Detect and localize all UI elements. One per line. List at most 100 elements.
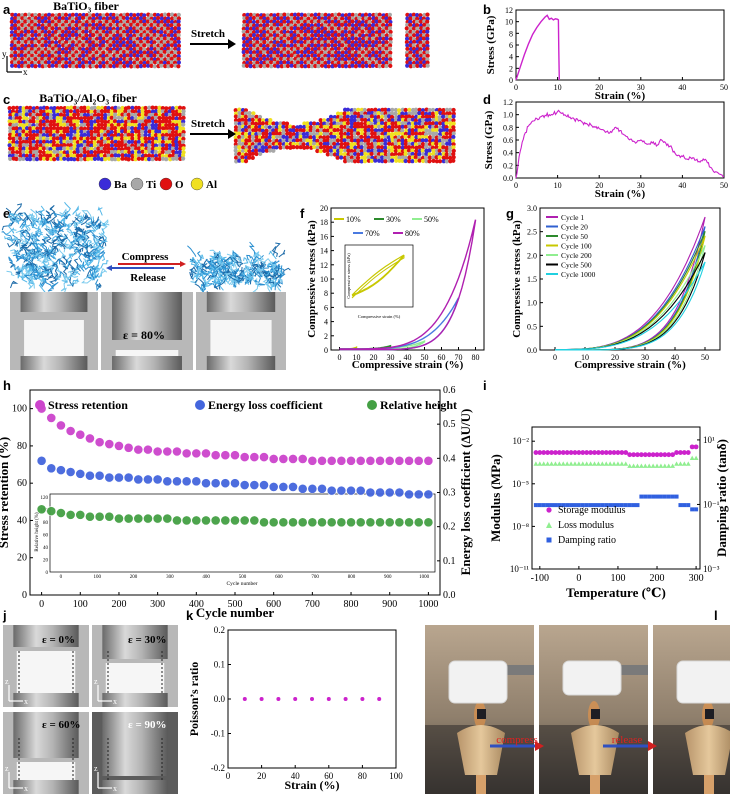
sponge-fiber <box>59 208 72 216</box>
x-tick-label: 50 <box>701 353 709 362</box>
sponge-fiber <box>60 237 67 247</box>
data-point <box>603 461 609 466</box>
y-tick-label: -0.1 <box>211 729 225 739</box>
sponge-fiber <box>23 274 33 282</box>
sponge-fiber <box>53 219 60 226</box>
sponge-fiber <box>227 260 240 269</box>
x-tick-label: -100 <box>531 573 549 584</box>
sponge-fiber <box>189 257 200 266</box>
x-tick-label: 0 <box>226 771 231 781</box>
sponge-fiber <box>75 211 81 220</box>
data-point <box>297 483 308 494</box>
data-point <box>690 507 695 512</box>
data-point <box>346 485 356 496</box>
sponge-fiber <box>43 265 53 274</box>
sponge-fiber <box>72 270 79 276</box>
data-point <box>553 461 558 466</box>
sponge-fiber <box>41 242 47 252</box>
sponge-fiber <box>40 277 47 288</box>
sponge-fiber <box>198 272 209 278</box>
data-point <box>336 455 347 466</box>
sponge-fiber <box>274 279 281 291</box>
data-point <box>557 503 562 508</box>
data-point <box>94 470 105 481</box>
x-tick-label: 10 <box>554 181 562 190</box>
data-point <box>355 517 366 528</box>
sponge-fiber <box>58 248 66 259</box>
data-point <box>172 476 182 487</box>
sponge-fiber <box>10 280 19 289</box>
data-point <box>85 470 95 481</box>
sponge-fiber <box>21 265 30 278</box>
y-axis-label: Compressive stress (kPa) <box>306 220 318 338</box>
data-point <box>310 697 314 701</box>
sponge-fiber <box>78 242 88 249</box>
chart-f: f0 10 20 30 40 50 60 70 8002468101214161820Compr… <box>300 204 485 371</box>
sponge-fiber <box>205 278 212 288</box>
data-point <box>580 461 586 466</box>
atom-legend-label: Ba <box>114 179 127 191</box>
data-point <box>56 465 66 476</box>
y-tick-label: 18 <box>320 218 328 227</box>
data-point <box>537 461 543 466</box>
sponge-fiber <box>91 248 98 256</box>
data-point <box>685 461 691 466</box>
data-point <box>678 461 683 466</box>
data-point <box>85 433 95 444</box>
sponge-fiber <box>270 282 277 291</box>
sponge-fiber <box>75 214 85 224</box>
data-point <box>394 487 405 498</box>
sponge-fiber <box>53 262 59 269</box>
sponge-fiber <box>75 236 80 243</box>
data-point <box>133 474 144 485</box>
sponge-fiber <box>8 256 13 264</box>
sponge-fiber <box>265 278 270 285</box>
x-axis-label: Strain (%) <box>595 188 646 200</box>
sponge-fiber <box>56 229 64 240</box>
data-point <box>650 463 656 468</box>
y-tick-label: 40 <box>17 515 27 526</box>
x-axis-label: Strain (%) <box>285 778 340 792</box>
data-point <box>651 494 656 499</box>
x-tick-label: 80 <box>358 771 368 781</box>
y2-axis-label: Energy loss coefficient (ΔU/U) <box>458 409 473 576</box>
x-tick-label: 900 <box>382 599 397 610</box>
sponge-fiber <box>233 281 237 288</box>
sponge-fiber <box>17 212 28 222</box>
panel-label-c: c <box>3 92 10 107</box>
sponge-fiber <box>41 221 48 227</box>
data-point <box>259 480 269 490</box>
data-point <box>104 511 115 522</box>
y-tick-label: 1.2 <box>503 98 513 107</box>
sponge-fiber <box>60 217 70 230</box>
sponge-fiber <box>187 245 197 257</box>
sponge-fiber <box>73 232 82 238</box>
x-tick-label: 20 <box>257 771 267 781</box>
data-point <box>152 513 163 524</box>
data-point <box>615 503 620 508</box>
data-point <box>568 461 574 466</box>
data-point <box>572 503 577 508</box>
x-tick-label: 30 <box>387 353 395 362</box>
panel-label-i: i <box>483 378 487 393</box>
data-point <box>404 455 414 466</box>
data-point <box>242 697 247 701</box>
sponge-fiber <box>81 210 93 220</box>
data-point <box>541 461 547 466</box>
x-axis-label: Compressive strain (%) <box>574 359 686 371</box>
atom-legend-marker <box>130 177 144 191</box>
sponge-fiber <box>12 265 27 269</box>
j-strain-60: ε = 60% <box>42 719 80 731</box>
data-point <box>346 517 356 528</box>
panel-label-h: h <box>3 378 11 393</box>
data-point <box>635 452 640 458</box>
data-point <box>576 450 582 455</box>
sponge-fiber <box>60 213 66 218</box>
sponge-fiber <box>32 247 43 260</box>
x-tick-label: 0 <box>576 573 581 584</box>
data-point <box>599 450 605 455</box>
sponge-fiber <box>82 261 94 271</box>
sponge-fiber <box>48 262 54 268</box>
data-point <box>360 697 365 701</box>
panel-label-k: k <box>186 608 194 623</box>
